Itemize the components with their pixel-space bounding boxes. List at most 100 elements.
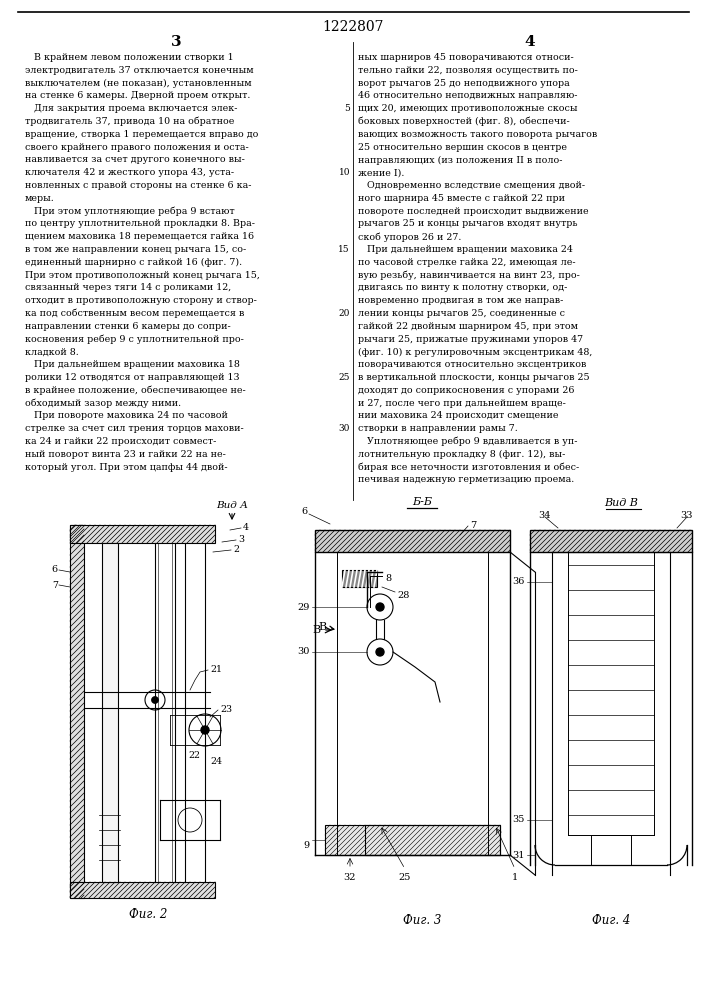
Text: косновения ребер 9 с уплотнительной про-: косновения ребер 9 с уплотнительной про- — [25, 335, 244, 344]
Text: В: В — [318, 622, 334, 632]
Bar — [70, 525, 215, 543]
Text: ворот рычагов 25 до неподвижного упора: ворот рычагов 25 до неподвижного упора — [358, 79, 570, 88]
Text: 21: 21 — [210, 666, 222, 674]
Text: ка под собственным весом перемещается в: ка под собственным весом перемещается в — [25, 309, 245, 318]
Text: При этом противоположный конец рычага 15,: При этом противоположный конец рычага 15… — [25, 271, 260, 280]
Text: 15: 15 — [339, 245, 350, 254]
Text: 1222807: 1222807 — [322, 20, 384, 34]
Text: тродвигатель 37, привода 10 на обратное: тродвигатель 37, привода 10 на обратное — [25, 117, 235, 126]
Text: единенный шарнирно с гайкой 16 (фиг. 7).: единенный шарнирно с гайкой 16 (фиг. 7). — [25, 258, 242, 267]
Text: обходимый зазор между ними.: обходимый зазор между ними. — [25, 399, 181, 408]
Text: Вид В: Вид В — [604, 498, 638, 508]
Text: Фиг. 2: Фиг. 2 — [129, 908, 167, 922]
Bar — [342, 570, 377, 587]
Text: вающих возможность такого поворота рычагов: вающих возможность такого поворота рычаг… — [358, 130, 597, 139]
Bar — [315, 530, 510, 552]
Text: гайкой 22 двойным шарниром 45, при этом: гайкой 22 двойным шарниром 45, при этом — [358, 322, 578, 331]
Text: рычагов 25 и концы рычагов входят внутрь: рычагов 25 и концы рычагов входят внутрь — [358, 219, 578, 228]
Text: 28: 28 — [397, 590, 409, 599]
Text: ных шарниров 45 поворачиваются относи-: ных шарниров 45 поворачиваются относи- — [358, 53, 574, 62]
Text: 25: 25 — [339, 373, 350, 382]
Bar — [365, 825, 500, 855]
Text: 36: 36 — [513, 578, 525, 586]
Text: по центру уплотнительной прокладки 8. Вра-: по центру уплотнительной прокладки 8. Вр… — [25, 219, 255, 228]
Text: который угол. При этом цапфы 44 двой-: который угол. При этом цапфы 44 двой- — [25, 463, 228, 472]
Text: жение I).: жение I). — [358, 168, 404, 177]
Text: Уплотняющее ребро 9 вдавливается в уп-: Уплотняющее ребро 9 вдавливается в уп- — [358, 437, 578, 446]
Text: 3: 3 — [238, 536, 244, 544]
Text: лотнительную прокладку 8 (фиг. 12), вы-: лотнительную прокладку 8 (фиг. 12), вы- — [358, 450, 566, 459]
Text: 4: 4 — [243, 524, 249, 532]
Text: (фиг. 10) к регулировочным эксцентрикам 48,: (фиг. 10) к регулировочным эксцентрикам … — [358, 347, 592, 357]
Text: в том же направлении конец рычага 15, со-: в том же направлении конец рычага 15, со… — [25, 245, 246, 254]
Text: новленных с правой стороны на стенке 6 ка-: новленных с правой стороны на стенке 6 к… — [25, 181, 252, 190]
Bar — [591, 835, 631, 865]
Text: поворачиваются относительно эксцентриков: поворачиваются относительно эксцентриков — [358, 360, 586, 369]
Text: 29: 29 — [298, 602, 310, 611]
Text: При дальнейшем вращении маховика 18: При дальнейшем вращении маховика 18 — [25, 360, 240, 369]
Text: В: В — [312, 625, 320, 635]
Text: бирая все неточности изготовления и обес-: бирая все неточности изготовления и обес… — [358, 463, 579, 472]
Text: 20: 20 — [339, 309, 350, 318]
Text: тельно гайки 22, позволяя осуществить по-: тельно гайки 22, позволяя осуществить по… — [358, 66, 578, 75]
Text: в крайнее положение, обеспечивающее не-: в крайнее положение, обеспечивающее не- — [25, 386, 246, 395]
Text: рычаги 25, прижатые пружинами упоров 47: рычаги 25, прижатые пружинами упоров 47 — [358, 335, 583, 344]
Text: При этом уплотняющие ребра 9 встают: При этом уплотняющие ребра 9 встают — [25, 207, 235, 216]
Text: При дальнейшем вращении маховика 24: При дальнейшем вращении маховика 24 — [358, 245, 573, 254]
Text: нии маховика 24 происходит смещение: нии маховика 24 происходит смещение — [358, 411, 559, 420]
Text: и 27, после чего при дальнейшем враще-: и 27, после чего при дальнейшем враще- — [358, 399, 566, 408]
Text: 30: 30 — [339, 424, 350, 433]
Text: по часовой стрелке гайка 22, имеющая ле-: по часовой стрелке гайка 22, имеющая ле- — [358, 258, 575, 267]
Text: 2: 2 — [233, 546, 239, 554]
Circle shape — [376, 603, 384, 611]
Text: выключателем (не показан), установленным: выключателем (не показан), установленным — [25, 79, 252, 88]
Text: 22: 22 — [188, 750, 200, 760]
Text: Вид А: Вид А — [216, 501, 248, 510]
Bar — [102, 543, 118, 882]
Text: навливается за счет другого конечного вы-: навливается за счет другого конечного вы… — [25, 155, 245, 164]
Text: 25: 25 — [399, 872, 411, 882]
Text: своего крайнего правого положения и оста-: своего крайнего правого положения и оста… — [25, 143, 249, 152]
Text: ролики 12 отводятся от направляющей 13: ролики 12 отводятся от направляющей 13 — [25, 373, 240, 382]
Text: 8: 8 — [385, 574, 391, 583]
Text: электродвигатель 37 отключается конечным: электродвигатель 37 отключается конечным — [25, 66, 254, 75]
Circle shape — [151, 696, 158, 704]
Text: доходят до соприкосновения с упорами 26: доходят до соприкосновения с упорами 26 — [358, 386, 575, 395]
Text: повороте последней происходит выдвижение: повороте последней происходит выдвижение — [358, 207, 589, 216]
Text: 6: 6 — [302, 508, 308, 516]
Circle shape — [201, 726, 209, 734]
Text: 7: 7 — [52, 580, 58, 589]
Bar — [325, 825, 500, 855]
Text: печивая надежную герметизацию проема.: печивая надежную герметизацию проема. — [358, 475, 574, 484]
Text: 31: 31 — [513, 850, 525, 859]
Circle shape — [376, 648, 384, 656]
Text: Фиг. 3: Фиг. 3 — [403, 914, 442, 926]
Text: ного шарнира 45 вместе с гайкой 22 при: ного шарнира 45 вместе с гайкой 22 при — [358, 194, 565, 203]
Text: вращение, створка 1 перемещается вправо до: вращение, створка 1 перемещается вправо … — [25, 130, 258, 139]
Text: 5: 5 — [344, 104, 350, 113]
Text: на стенке 6 камеры. Дверной проем открыт.: на стенке 6 камеры. Дверной проем открыт… — [25, 91, 250, 100]
Bar — [70, 525, 84, 898]
Text: боковых поверхностей (фиг. 8), обеспечи-: боковых поверхностей (фиг. 8), обеспечи- — [358, 117, 570, 126]
Text: скоб упоров 26 и 27.: скоб упоров 26 и 27. — [358, 232, 462, 242]
Bar — [530, 530, 692, 552]
Text: 1: 1 — [512, 872, 518, 882]
Text: лении концы рычагов 25, соединенные с: лении концы рычагов 25, соединенные с — [358, 309, 565, 318]
Text: щением маховика 18 перемещается гайка 16: щением маховика 18 перемещается гайка 16 — [25, 232, 254, 241]
Text: кладкой 8.: кладкой 8. — [25, 347, 78, 356]
Text: связанный через тяги 14 с роликами 12,: связанный через тяги 14 с роликами 12, — [25, 283, 231, 292]
Text: 9: 9 — [304, 840, 310, 850]
Text: щих 20, имеющих противоположные скосы: щих 20, имеющих противоположные скосы — [358, 104, 578, 113]
Bar — [70, 882, 215, 898]
Text: отходит в противоположную сторону и створ-: отходит в противоположную сторону и ство… — [25, 296, 257, 305]
Text: 6: 6 — [52, 566, 58, 574]
Text: Для закрытия проема включается элек-: Для закрытия проема включается элек- — [25, 104, 238, 113]
Text: 33: 33 — [681, 510, 694, 520]
Text: 23: 23 — [220, 706, 232, 714]
Text: 3: 3 — [170, 35, 181, 49]
Text: 4: 4 — [525, 35, 535, 49]
Text: 30: 30 — [298, 648, 310, 656]
Text: двигаясь по винту к полотну створки, од-: двигаясь по винту к полотну створки, од- — [358, 283, 568, 292]
Text: направляющих (из положения II в поло-: направляющих (из положения II в поло- — [358, 155, 563, 165]
Text: створки в направлении рамы 7.: створки в направлении рамы 7. — [358, 424, 518, 433]
